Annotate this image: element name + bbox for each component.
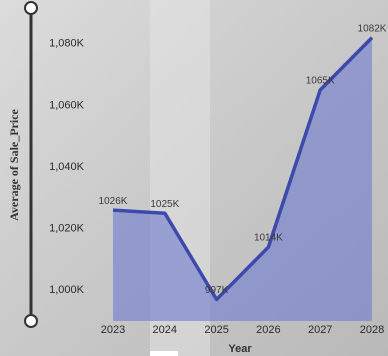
x-axis-title: Year — [228, 343, 252, 355]
y-tick-label: 1,060K — [49, 99, 85, 111]
x-tick-label: 2028 — [360, 324, 384, 336]
x-tick-label: 2026 — [256, 324, 280, 336]
x-tick-label: 2027 — [308, 324, 332, 336]
data-label: 1025K — [150, 199, 179, 210]
x-tick-label: 2023 — [101, 324, 125, 336]
y-tick-label: 1,040K — [49, 161, 85, 173]
x-tick-label: 2024 — [153, 324, 177, 336]
slider-handle[interactable] — [24, 1, 38, 15]
y-tick-label: 1,020K — [49, 223, 85, 235]
data-label: 1014K — [254, 233, 283, 244]
data-label: 997K — [205, 285, 229, 296]
y-tick-label: 1,080K — [49, 38, 85, 50]
x-tick-label: 2025 — [204, 324, 228, 336]
y-axis-title: Average of Sale_Price — [7, 108, 21, 220]
data-label: 1065K — [306, 76, 335, 87]
slider-handle[interactable] — [24, 314, 38, 328]
data-label: 1026K — [99, 196, 128, 207]
scroll-marker — [150, 351, 178, 356]
y-tick-label: 1,000K — [49, 284, 85, 296]
data-label: 1082K — [358, 23, 387, 34]
line — [112, 36, 374, 302]
area-fill — [113, 37, 372, 321]
